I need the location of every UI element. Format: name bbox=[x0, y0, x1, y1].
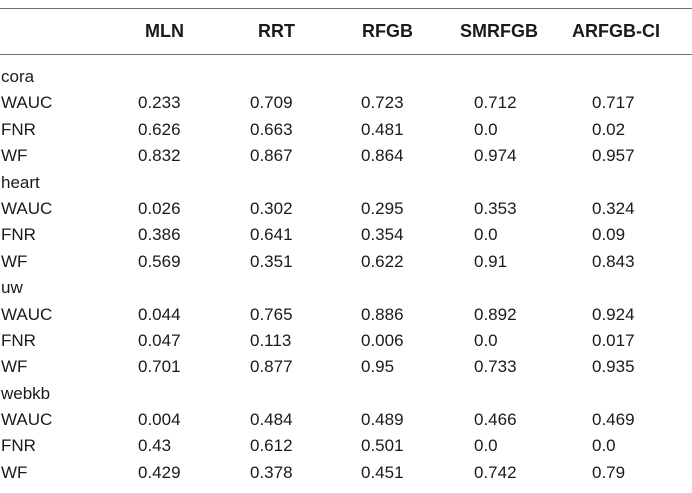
cell-mln: 0.701 bbox=[138, 357, 181, 377]
cell-smrfgb: 0.466 bbox=[474, 410, 517, 430]
group-label-cora: cora bbox=[1, 67, 35, 86]
header-rfgb: RFGB bbox=[362, 21, 413, 41]
table-row: WAUC 0.004 0.484 0.489 0.466 0.469 bbox=[0, 407, 692, 433]
cell-smrfgb: 0.0 bbox=[474, 436, 498, 456]
cell-rrt: 0.378 bbox=[250, 462, 293, 482]
cell-arfgb-ci: 0.469 bbox=[592, 410, 635, 430]
cell-rrt: 0.641 bbox=[250, 225, 293, 245]
cell-rfgb: 0.723 bbox=[361, 93, 404, 113]
metric-label: WAUC bbox=[1, 93, 53, 113]
cell-arfgb-ci: 0.0 bbox=[592, 436, 616, 456]
cell-rfgb: 0.481 bbox=[361, 119, 404, 139]
cell-arfgb-ci: 0.717 bbox=[592, 93, 635, 113]
cell-mln: 0.233 bbox=[138, 93, 181, 113]
cell-rrt: 0.484 bbox=[250, 410, 293, 430]
cell-rfgb: 0.006 bbox=[361, 330, 404, 350]
cell-mln: 0.569 bbox=[138, 251, 181, 271]
cell-rrt: 0.612 bbox=[250, 436, 293, 456]
table-row: WAUC 0.044 0.765 0.886 0.892 0.924 bbox=[0, 302, 692, 328]
cell-mln: 0.43 bbox=[138, 436, 172, 456]
cell-rrt: 0.877 bbox=[250, 357, 293, 377]
table-body: cora WAUC 0.233 0.709 0.723 0.712 0.717 … bbox=[0, 64, 692, 486]
table-row: WF 0.701 0.877 0.95 0.733 0.935 bbox=[0, 354, 692, 380]
cell-rfgb: 0.489 bbox=[361, 410, 404, 430]
group-label-uw: uw bbox=[1, 278, 23, 298]
cell-smrfgb: 0.974 bbox=[474, 146, 517, 166]
metric-label: WAUC bbox=[1, 410, 53, 430]
table-row: WAUC 0.026 0.302 0.295 0.353 0.324 bbox=[0, 196, 692, 222]
header-arfgb-ci: ARFGB-CI bbox=[572, 21, 660, 41]
table-row: FNR 0.43 0.612 0.501 0.0 0.0 bbox=[0, 433, 692, 459]
cell-arfgb-ci: 0.843 bbox=[592, 251, 635, 271]
cell-rrt: 0.867 bbox=[250, 146, 293, 166]
cell-smrfgb: 0.712 bbox=[474, 93, 517, 113]
cell-arfgb-ci: 0.09 bbox=[592, 225, 626, 245]
cell-smrfgb: 0.733 bbox=[474, 357, 517, 377]
cell-smrfgb: 0.892 bbox=[474, 304, 517, 324]
cell-smrfgb: 0.353 bbox=[474, 198, 517, 218]
group-label-heart: heart bbox=[1, 172, 40, 192]
metric-label: WF bbox=[1, 357, 28, 377]
cell-arfgb-ci: 0.79 bbox=[592, 462, 626, 482]
header-smrfgb: SMRFGB bbox=[460, 21, 538, 41]
cell-mln: 0.026 bbox=[138, 198, 181, 218]
cell-rrt: 0.663 bbox=[250, 119, 293, 139]
cell-rfgb: 0.864 bbox=[361, 146, 404, 166]
metric-label: WAUC bbox=[1, 198, 53, 218]
cell-rfgb: 0.354 bbox=[361, 225, 404, 245]
cell-arfgb-ci: 0.924 bbox=[592, 304, 635, 324]
metric-label: FNR bbox=[1, 225, 36, 245]
cell-rfgb: 0.886 bbox=[361, 304, 404, 324]
metric-label: WF bbox=[1, 146, 28, 166]
metric-label: FNR bbox=[1, 330, 36, 350]
header-mln: MLN bbox=[145, 21, 184, 41]
metric-label: FNR bbox=[1, 436, 36, 456]
cell-mln: 0.386 bbox=[138, 225, 181, 245]
cell-rfgb: 0.622 bbox=[361, 251, 404, 271]
metric-label: WF bbox=[1, 462, 28, 482]
table-row: WF 0.832 0.867 0.864 0.974 0.957 bbox=[0, 143, 692, 169]
cell-rrt: 0.302 bbox=[250, 198, 293, 218]
cell-rfgb: 0.501 bbox=[361, 436, 404, 456]
cell-mln: 0.832 bbox=[138, 146, 181, 166]
cell-rrt: 0.351 bbox=[250, 251, 293, 271]
table-row: WF 0.569 0.351 0.622 0.91 0.843 bbox=[0, 249, 692, 275]
cell-arfgb-ci: 0.02 bbox=[592, 119, 626, 139]
metric-label: WAUC bbox=[1, 304, 53, 324]
group-label-webkb: webkb bbox=[1, 383, 51, 403]
table-row: FNR 0.386 0.641 0.354 0.0 0.09 bbox=[0, 222, 692, 248]
cell-arfgb-ci: 0.324 bbox=[592, 198, 635, 218]
cell-smrfgb: 0.0 bbox=[474, 330, 498, 350]
cell-rfgb: 0.95 bbox=[361, 357, 395, 377]
cell-mln: 0.004 bbox=[138, 410, 181, 430]
cell-rrt: 0.709 bbox=[250, 93, 293, 113]
top-rule bbox=[0, 8, 692, 9]
cell-rfgb: 0.451 bbox=[361, 462, 404, 482]
table-row: WF 0.429 0.378 0.451 0.742 0.79 bbox=[0, 460, 692, 486]
cell-smrfgb: 0.91 bbox=[474, 251, 508, 271]
cell-arfgb-ci: 0.017 bbox=[592, 330, 635, 350]
cell-arfgb-ci: 0.957 bbox=[592, 146, 635, 166]
metric-label: FNR bbox=[1, 119, 36, 139]
cell-smrfgb: 0.0 bbox=[474, 225, 498, 245]
metric-label: WF bbox=[1, 251, 28, 271]
table-header: MLN RRT RFGB SMRFGB ARFGB-CI bbox=[0, 9, 692, 54]
cell-rfgb: 0.295 bbox=[361, 198, 404, 218]
cell-mln: 0.626 bbox=[138, 119, 181, 139]
cell-rrt: 0.765 bbox=[250, 304, 293, 324]
table-row: FNR 0.047 0.113 0.006 0.0 0.017 bbox=[0, 328, 692, 354]
cell-smrfgb: 0.0 bbox=[474, 119, 498, 139]
cell-mln: 0.429 bbox=[138, 462, 181, 482]
cell-arfgb-ci: 0.935 bbox=[592, 357, 635, 377]
table-row: WAUC 0.233 0.709 0.723 0.712 0.717 bbox=[0, 90, 692, 116]
cell-smrfgb: 0.742 bbox=[474, 462, 517, 482]
header-rrt: RRT bbox=[258, 21, 295, 41]
cell-mln: 0.047 bbox=[138, 330, 181, 350]
table-row: FNR 0.626 0.663 0.481 0.0 0.02 bbox=[0, 117, 692, 143]
cell-mln: 0.044 bbox=[138, 304, 181, 324]
header-rule bbox=[0, 54, 692, 55]
cell-rrt: 0.113 bbox=[250, 330, 292, 350]
